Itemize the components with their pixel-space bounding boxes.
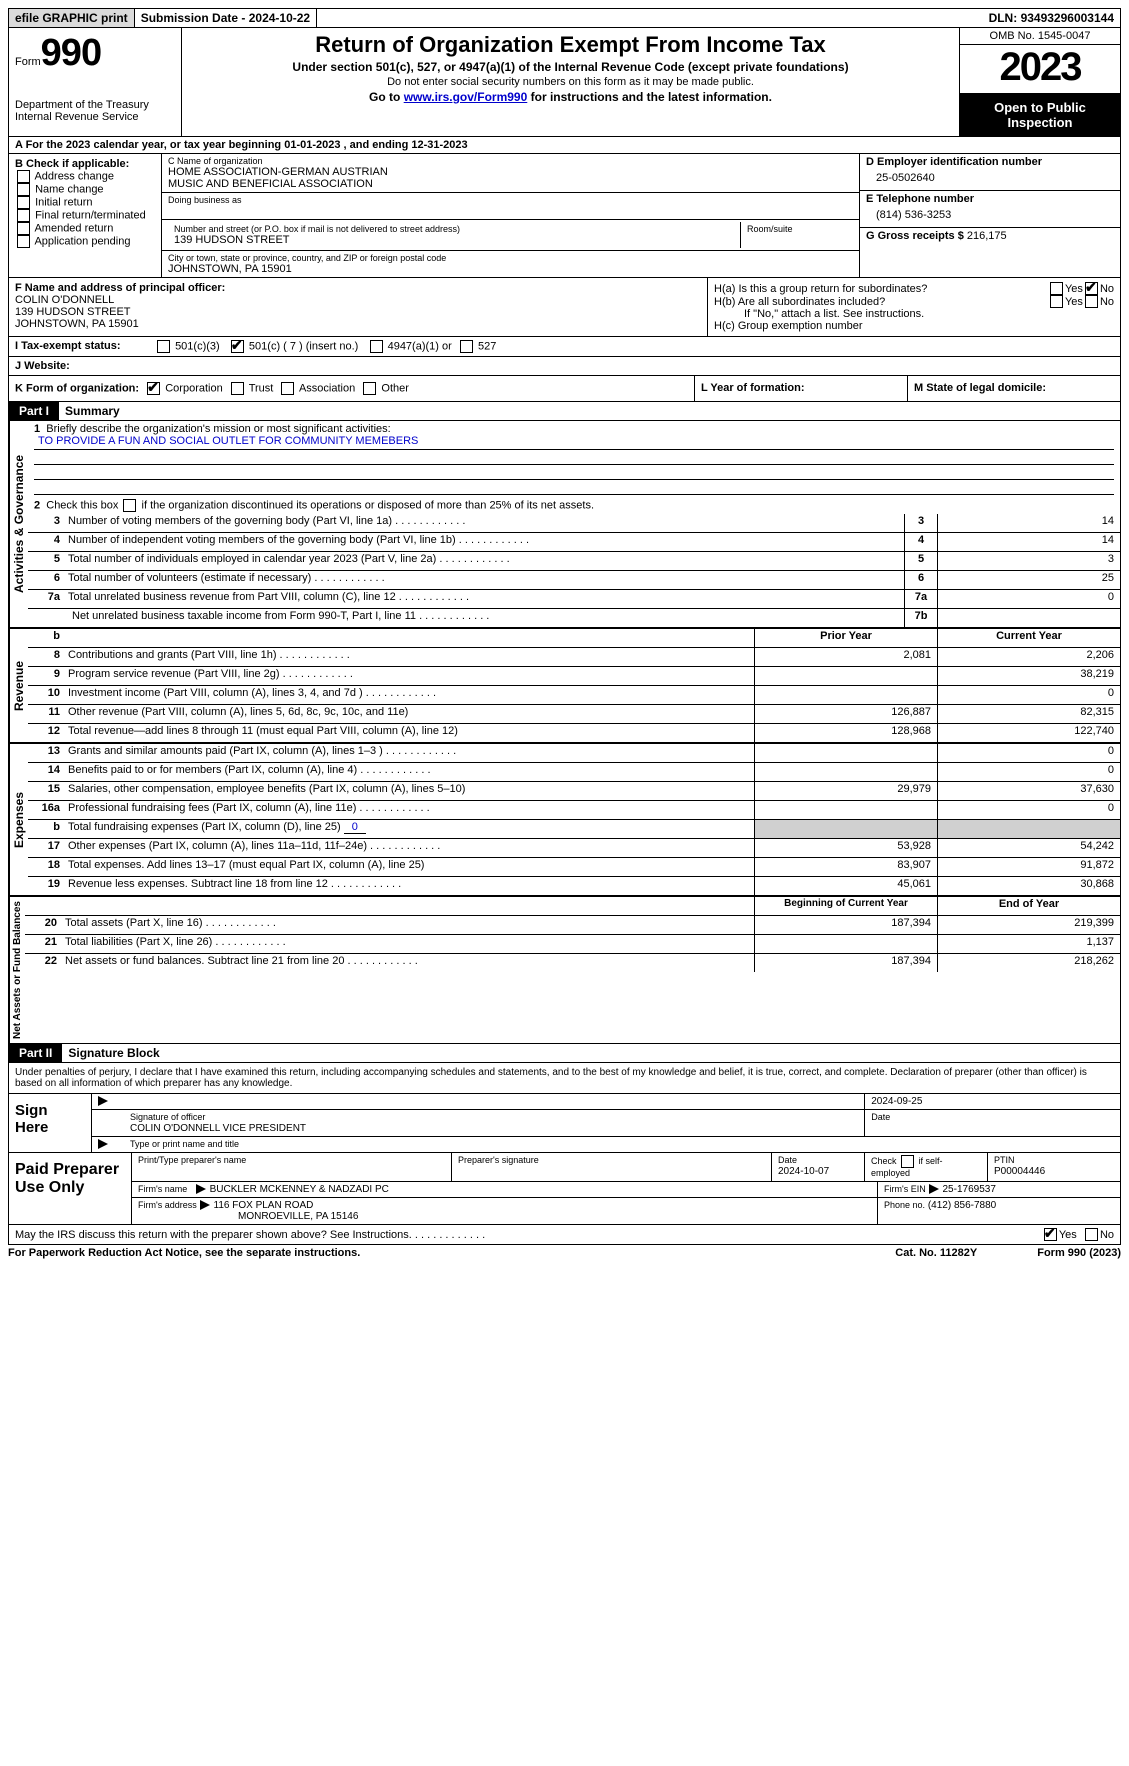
chk-application-pending[interactable]: Application pending	[15, 235, 155, 248]
form990-link[interactable]: www.irs.gov/Form990	[404, 90, 528, 104]
tax-year: 2023	[960, 45, 1120, 94]
dept-irs: Internal Revenue Service	[15, 111, 175, 123]
dln: DLN: 93493296003144	[983, 9, 1120, 27]
chk-trust[interactable]	[231, 382, 244, 395]
mission-text: TO PROVIDE A FUN AND SOCIAL OUTLET FOR C…	[34, 435, 1114, 450]
chk-name-change[interactable]: Name change	[15, 183, 155, 196]
chk-ha-no[interactable]	[1085, 282, 1098, 295]
box-h: H(a) Is this a group return for subordin…	[708, 278, 1120, 336]
footer: For Paperwork Reduction Act Notice, see …	[8, 1247, 1121, 1259]
top-bar: efile GRAPHIC print Submission Date - 20…	[8, 8, 1121, 28]
discuss-row: May the IRS discuss this return with the…	[8, 1225, 1121, 1245]
arrow-icon	[98, 1139, 108, 1149]
form-number: 990	[41, 32, 101, 74]
label-expenses: Expenses	[9, 744, 28, 895]
label-governance: Activities & Governance	[9, 421, 28, 627]
row-j: J Website:	[9, 357, 1120, 375]
dept-treasury: Department of the Treasury	[15, 99, 175, 111]
chk-4947[interactable]	[370, 340, 383, 353]
form-title: Return of Organization Exempt From Incom…	[188, 32, 953, 58]
paid-preparer-label: Paid Preparer Use Only	[9, 1153, 132, 1224]
row-k: K Form of organization: Corporation Trus…	[9, 376, 695, 401]
chk-initial-return[interactable]: Initial return	[15, 196, 155, 209]
chk-other[interactable]	[363, 382, 376, 395]
perjury-text: Under penalties of perjury, I declare th…	[9, 1063, 1120, 1093]
arrow-icon	[929, 1184, 939, 1194]
box-c-dba: Doing business as	[162, 193, 859, 220]
submission-date: Submission Date - 2024-10-22	[135, 9, 317, 27]
omb-number: OMB No. 1545-0047	[960, 28, 1120, 45]
label-revenue: Revenue	[9, 629, 28, 742]
box-d: D Employer identification number 25-0502…	[860, 154, 1120, 191]
arrow-icon	[98, 1096, 108, 1106]
row-l: L Year of formation:	[695, 376, 908, 401]
form-subtitle-3: Go to www.irs.gov/Form990 for instructio…	[188, 90, 953, 104]
chk-discuss-no[interactable]	[1085, 1228, 1098, 1241]
chk-assoc[interactable]	[281, 382, 294, 395]
section-fh: F Name and address of principal officer:…	[8, 278, 1121, 337]
row-m: M State of legal domicile:	[908, 376, 1120, 401]
chk-amended-return[interactable]: Amended return	[15, 222, 155, 235]
form-word: Form	[15, 56, 41, 68]
chk-hb-yes[interactable]	[1050, 295, 1063, 308]
box-b: B Check if applicable: Address change Na…	[9, 154, 162, 277]
section-ij: I Tax-exempt status: 501(c)(3) 501(c) ( …	[8, 337, 1121, 376]
chk-address-change[interactable]: Address change	[15, 170, 155, 183]
part2-header: Part II Signature Block	[8, 1044, 1121, 1063]
box-c-address: Number and street (or P.O. box if mail i…	[162, 220, 859, 251]
box-f: F Name and address of principal officer:…	[9, 278, 708, 336]
chk-ha-yes[interactable]	[1050, 282, 1063, 295]
arrow-icon	[196, 1184, 206, 1194]
form-header: Form990 Department of the Treasury Inter…	[8, 28, 1121, 137]
section-bcdeg: B Check if applicable: Address change Na…	[8, 154, 1121, 278]
chk-501c3[interactable]	[157, 340, 170, 353]
chk-hb-no[interactable]	[1085, 295, 1098, 308]
chk-corp[interactable]	[147, 382, 160, 395]
chk-527[interactable]	[460, 340, 473, 353]
section-klm: K Form of organization: Corporation Trus…	[8, 376, 1121, 402]
box-c-name: C Name of organization HOME ASSOCIATION-…	[162, 154, 859, 193]
form-subtitle-2: Do not enter social security numbers on …	[188, 76, 953, 88]
box-e: E Telephone number (814) 536-3253	[860, 191, 1120, 228]
chk-self-employed[interactable]	[901, 1155, 914, 1168]
box-c-city: City or town, state or province, country…	[162, 251, 859, 277]
part1-header: Part I Summary	[8, 402, 1121, 421]
signature-block: Under penalties of perjury, I declare th…	[8, 1063, 1121, 1225]
efile-button[interactable]: efile GRAPHIC print	[9, 9, 135, 27]
line-a: A For the 2023 calendar year, or tax yea…	[8, 137, 1121, 154]
open-inspection: Open to Public Inspection	[960, 94, 1120, 136]
chk-final-return[interactable]: Final return/terminated	[15, 209, 155, 222]
sign-here-label: Sign Here	[9, 1094, 92, 1152]
chk-discuss-yes[interactable]	[1044, 1228, 1057, 1241]
label-net-assets: Net Assets or Fund Balances	[9, 897, 25, 1043]
chk-discontinued[interactable]	[123, 499, 136, 512]
arrow-icon	[200, 1200, 210, 1210]
summary-table: Activities & Governance 1 Briefly descri…	[8, 421, 1121, 1044]
box-g: G Gross receipts $ 216,175	[860, 228, 1120, 244]
chk-501c[interactable]	[231, 340, 244, 353]
form-subtitle-1: Under section 501(c), 527, or 4947(a)(1)…	[188, 60, 953, 74]
